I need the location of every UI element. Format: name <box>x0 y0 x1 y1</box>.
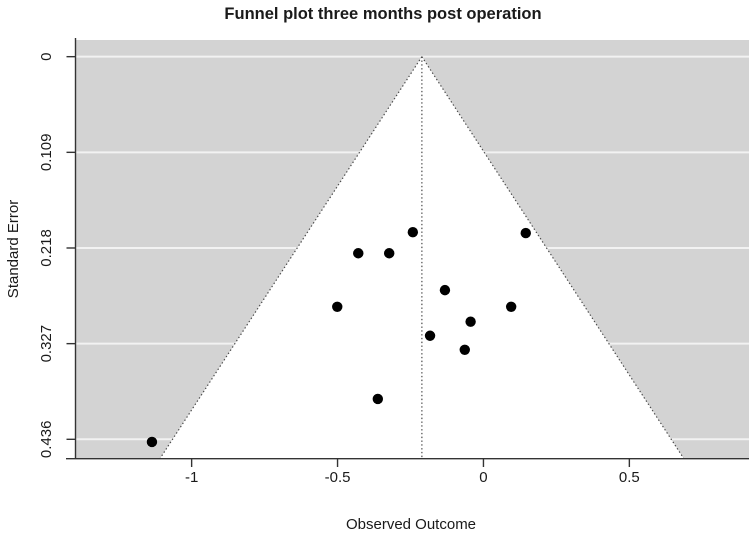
data-point <box>465 316 476 327</box>
funnel-region <box>160 56 684 458</box>
y-tick-label: 0.436 <box>38 421 55 459</box>
chart-title: Funnel plot three months post operation <box>224 5 541 23</box>
x-tick-label: -1 <box>185 469 198 486</box>
data-point <box>332 301 343 312</box>
y-axis-title: Standard Error <box>5 200 22 298</box>
x-tick-label: -0.5 <box>325 469 351 486</box>
data-point <box>459 344 470 355</box>
data-point <box>353 248 364 259</box>
y-tick-label: 0.109 <box>38 134 55 172</box>
data-point <box>505 301 517 312</box>
data-point <box>439 284 451 296</box>
data-point <box>424 330 436 341</box>
data-point <box>383 248 395 259</box>
funnel-left-edge <box>159 56 423 459</box>
data-point <box>372 393 384 405</box>
data-point <box>407 226 419 238</box>
funnel-right-edge <box>421 56 684 459</box>
data-point <box>146 436 158 448</box>
x-tick-label: 0 <box>479 469 487 486</box>
x-tick-label: 0.5 <box>619 469 640 486</box>
data-point <box>520 227 531 239</box>
x-axis-title: Observed Outcome <box>346 516 476 533</box>
y-tick-label: 0.218 <box>38 229 55 267</box>
y-tick-label: 0.327 <box>38 325 55 363</box>
plot-area: 0 0.109 0.218 0.327 0.436 -1 -0.5 0 0.5 <box>38 38 749 486</box>
y-tick-label: 0 <box>38 53 55 61</box>
